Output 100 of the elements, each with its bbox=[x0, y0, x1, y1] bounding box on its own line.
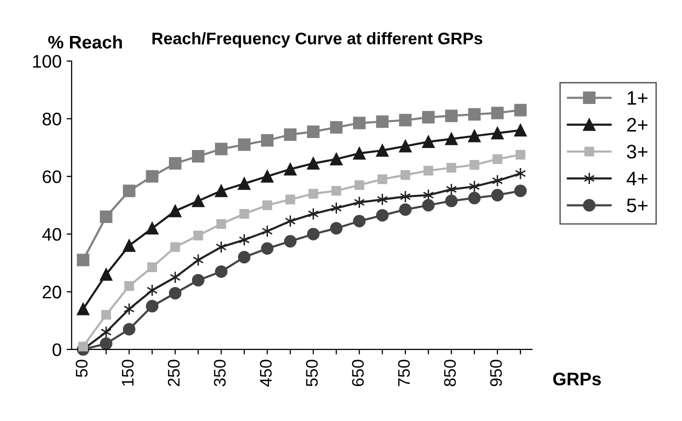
legend-label: 2+ bbox=[627, 118, 648, 132]
point bbox=[330, 152, 343, 166]
point bbox=[376, 115, 389, 128]
legend-label: 3+ bbox=[626, 144, 648, 159]
point bbox=[399, 114, 412, 126]
point bbox=[284, 128, 297, 141]
point bbox=[146, 222, 158, 235]
point bbox=[100, 337, 112, 350]
point bbox=[399, 140, 412, 152]
y-tick-label: 0 bbox=[52, 343, 62, 356]
point bbox=[170, 242, 180, 252]
point bbox=[400, 170, 410, 180]
point bbox=[376, 209, 389, 222]
point bbox=[238, 177, 250, 190]
point bbox=[262, 200, 272, 210]
point bbox=[238, 234, 250, 246]
point bbox=[331, 186, 342, 196]
point bbox=[76, 302, 90, 316]
point bbox=[100, 268, 112, 281]
point bbox=[192, 254, 204, 266]
point bbox=[284, 235, 297, 248]
x-tick-label: 350 bbox=[214, 360, 226, 386]
x-tick-label: 950 bbox=[490, 360, 502, 386]
point bbox=[308, 188, 318, 199]
point bbox=[122, 322, 136, 336]
point bbox=[122, 239, 136, 252]
point bbox=[100, 210, 112, 224]
point bbox=[168, 204, 182, 218]
point bbox=[238, 250, 250, 264]
point bbox=[446, 162, 456, 173]
point bbox=[168, 286, 182, 300]
point bbox=[214, 265, 228, 278]
point bbox=[101, 310, 111, 320]
point bbox=[468, 192, 481, 204]
legend-label: 4+ bbox=[626, 172, 648, 186]
point bbox=[422, 111, 435, 124]
point bbox=[330, 121, 343, 134]
point bbox=[376, 193, 388, 206]
point bbox=[238, 138, 250, 151]
legend-label: 1+ bbox=[628, 91, 648, 105]
point bbox=[100, 326, 112, 338]
point bbox=[308, 208, 319, 220]
point bbox=[445, 110, 458, 122]
point bbox=[377, 174, 388, 184]
point bbox=[353, 116, 366, 130]
chart-title: Reach/Frequency Curve at different GRPs bbox=[152, 32, 482, 48]
y-tick-label: 100 bbox=[33, 54, 62, 68]
point bbox=[516, 150, 526, 160]
x-tick-label: 50 bbox=[76, 360, 88, 378]
point bbox=[261, 134, 274, 147]
point bbox=[124, 281, 134, 291]
point bbox=[284, 162, 297, 176]
point bbox=[285, 194, 296, 204]
y-axis-title: % Reach bbox=[48, 35, 122, 49]
x-tick-label: 850 bbox=[444, 360, 456, 386]
point bbox=[422, 198, 435, 212]
point bbox=[376, 144, 389, 157]
y-tick-label: 60 bbox=[42, 170, 62, 184]
point bbox=[445, 132, 458, 146]
point bbox=[330, 222, 343, 235]
x-tick-label: 650 bbox=[352, 360, 364, 386]
point bbox=[445, 194, 458, 208]
point bbox=[239, 209, 250, 219]
point bbox=[400, 190, 411, 203]
point bbox=[122, 184, 136, 198]
x-tick-label: 250 bbox=[168, 360, 180, 386]
point bbox=[146, 300, 158, 312]
y-tick-label: 80 bbox=[42, 112, 62, 126]
point bbox=[146, 170, 158, 183]
point bbox=[192, 274, 204, 286]
point bbox=[168, 157, 182, 170]
point bbox=[192, 194, 204, 208]
point bbox=[491, 106, 504, 120]
y-tick-label: 20 bbox=[42, 286, 62, 298]
x-axis-title: GRPs bbox=[553, 372, 601, 386]
legend-label: 5+ bbox=[626, 198, 648, 212]
x-tick-label: 450 bbox=[260, 360, 272, 387]
point bbox=[214, 142, 228, 156]
point bbox=[76, 254, 90, 266]
point bbox=[468, 180, 480, 193]
point bbox=[146, 284, 158, 297]
point bbox=[78, 342, 88, 352]
point bbox=[192, 150, 204, 162]
point bbox=[330, 202, 342, 214]
point bbox=[193, 230, 204, 240]
y-tick-label: 40 bbox=[42, 228, 62, 241]
point bbox=[307, 157, 320, 170]
point bbox=[307, 125, 320, 138]
point bbox=[353, 214, 366, 228]
point bbox=[470, 160, 480, 170]
point bbox=[284, 214, 296, 228]
point bbox=[422, 136, 435, 148]
point bbox=[491, 188, 504, 202]
point bbox=[354, 180, 364, 190]
point bbox=[491, 126, 504, 140]
point bbox=[261, 242, 274, 255]
x-tick-label: 750 bbox=[398, 360, 410, 386]
point bbox=[216, 240, 227, 254]
point bbox=[170, 271, 181, 284]
point bbox=[399, 203, 412, 216]
